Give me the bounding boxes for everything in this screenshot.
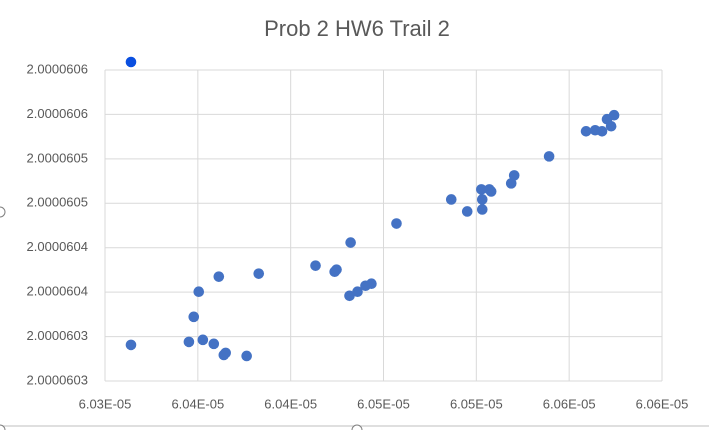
point: [476, 204, 488, 215]
point: [485, 186, 497, 197]
point: [508, 170, 520, 181]
point: [183, 336, 195, 348]
x-tick-label: 6.04E-05: [264, 396, 317, 411]
y-tick-label: 2.0000606: [27, 106, 88, 121]
point: [476, 194, 488, 205]
point: [125, 56, 137, 68]
x-tick-label: 6.05E-05: [450, 396, 503, 411]
point: [605, 120, 617, 132]
point: [188, 311, 200, 323]
point: [241, 350, 252, 362]
point: [608, 109, 620, 121]
y-tick-label: 2.0000603: [27, 328, 88, 343]
point: [345, 237, 356, 248]
resize-handle[interactable]: [0, 424, 6, 430]
point: [352, 286, 363, 297]
x-tick-label: 6.04E-05: [171, 396, 224, 411]
point: [344, 290, 355, 302]
chart-title: Prob 2 HW6 Trail 2: [264, 16, 450, 41]
y-tick-label: 2.0000605: [27, 150, 88, 165]
point: [543, 151, 555, 162]
y-tick-label: 2.0000604: [27, 239, 88, 254]
point: [505, 178, 517, 189]
y-tick-label: 2.0000605: [27, 195, 88, 210]
point: [391, 218, 402, 229]
y-tick-label: 2.0000604: [27, 284, 88, 299]
resize-handle[interactable]: [0, 206, 6, 218]
point: [461, 206, 473, 217]
point: [208, 338, 220, 350]
y-tick-label: 2.0000603: [27, 372, 88, 387]
point: [125, 339, 137, 351]
point: [213, 271, 225, 282]
resize-handle[interactable]: [351, 424, 363, 430]
point: [310, 260, 321, 271]
point: [197, 334, 209, 346]
point: [596, 126, 608, 137]
x-tick-label: 6.03E-05: [79, 396, 132, 411]
point: [220, 347, 231, 359]
point: [193, 286, 205, 297]
point: [331, 264, 342, 275]
y-tick-label: 2.0000606: [27, 61, 88, 76]
point: [366, 278, 377, 290]
point: [445, 194, 457, 205]
x-tick-label: 6.06E-05: [636, 396, 689, 411]
point: [253, 268, 265, 279]
point: [476, 184, 487, 195]
x-tick-label: 6.06E-05: [543, 396, 596, 411]
point: [580, 126, 592, 137]
x-tick-label: 6.05E-05: [357, 396, 410, 411]
